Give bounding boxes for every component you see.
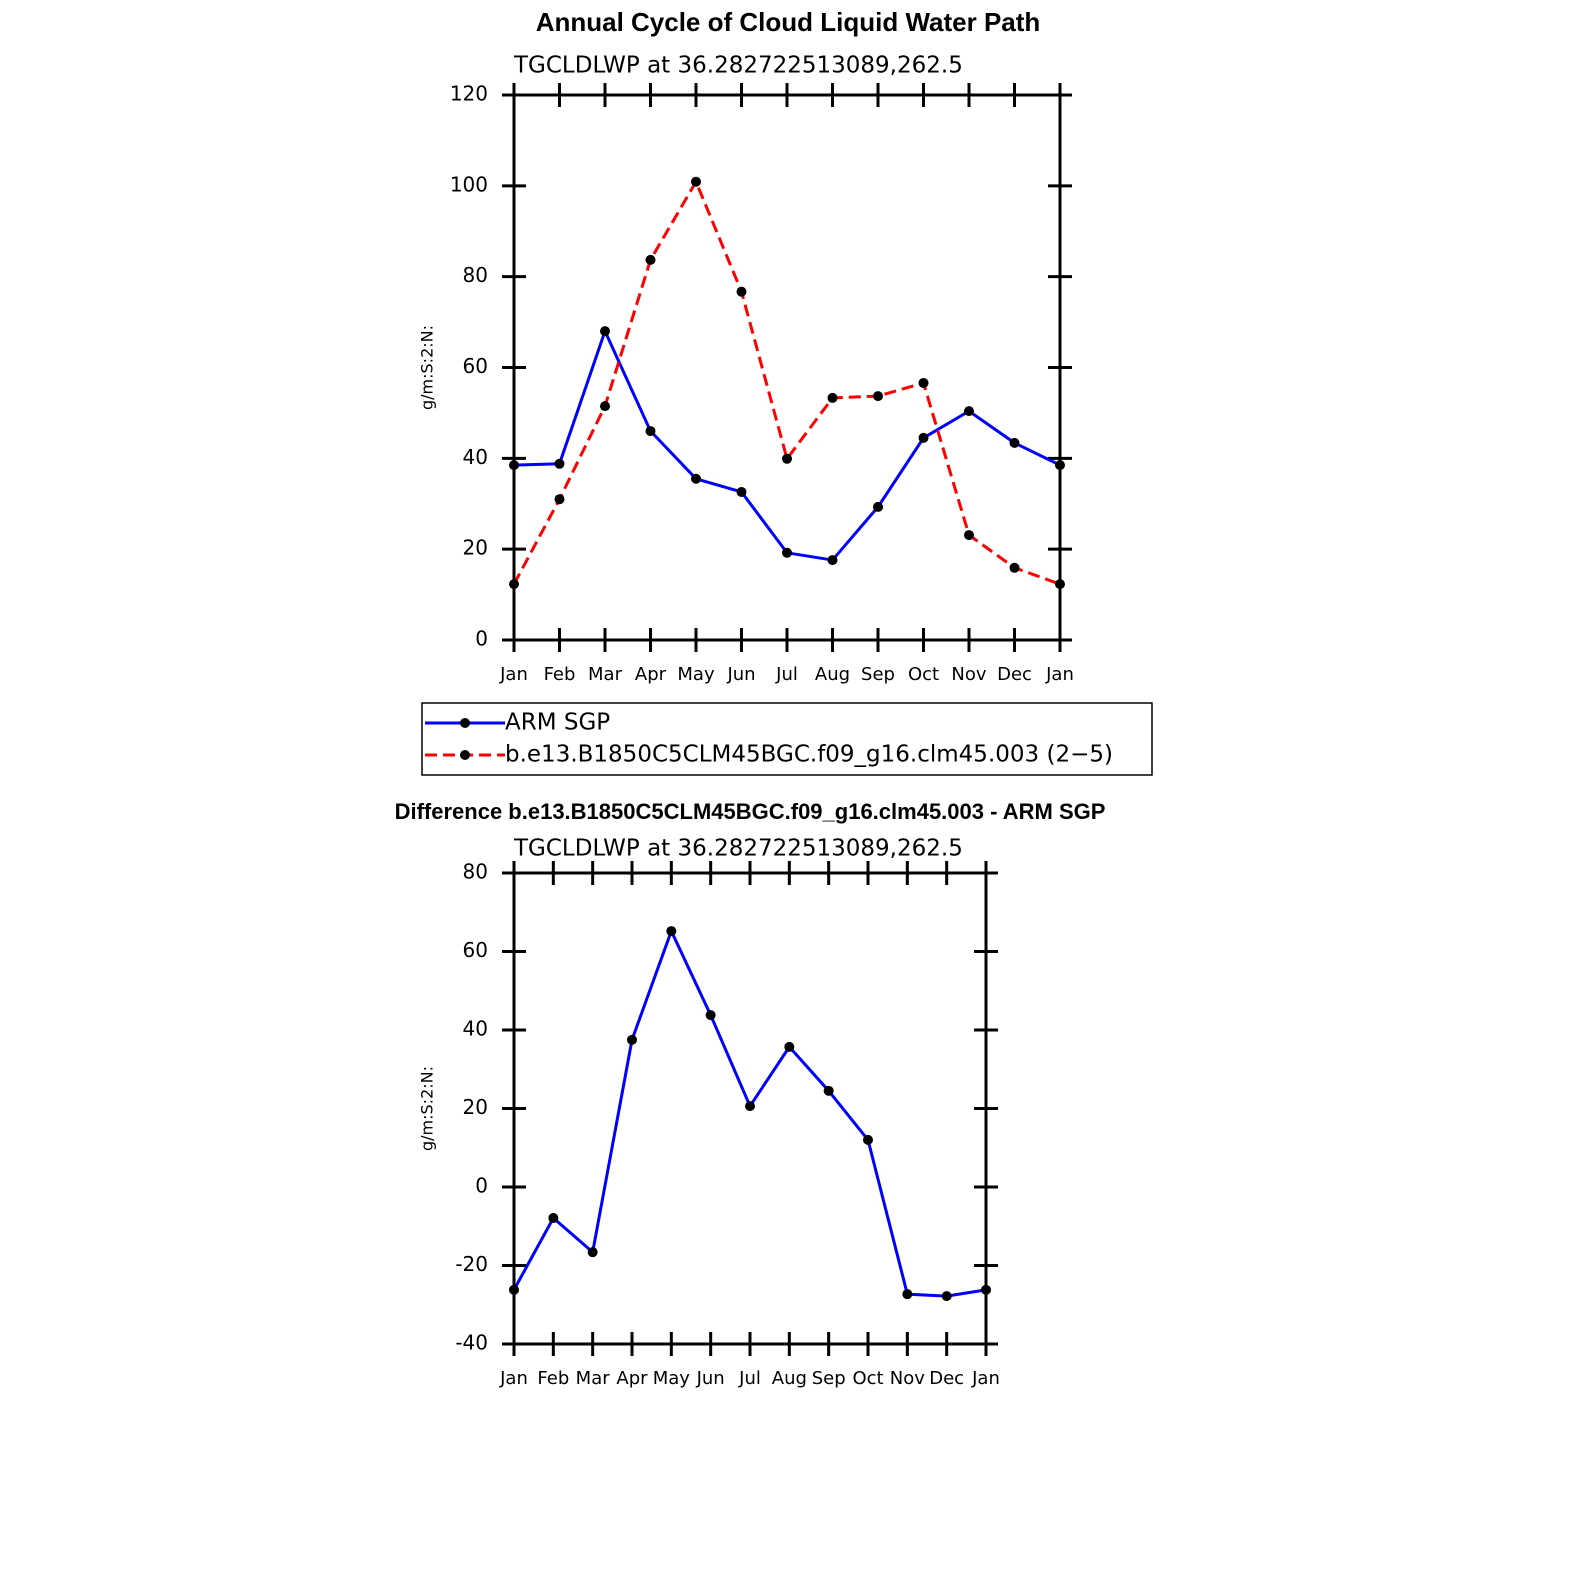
- data-point: [784, 1041, 795, 1052]
- chart-title: Difference b.e13.B1850C5CLM45BGC.f09_g16…: [395, 799, 1106, 824]
- data-point: [827, 555, 838, 566]
- y-tick-label: 40: [463, 1017, 488, 1041]
- y-tick-label: 40: [463, 445, 488, 469]
- data-point: [600, 326, 610, 337]
- x-tick-label: Dec: [997, 664, 1032, 685]
- data-point: [823, 1085, 834, 1096]
- y-axis-label: g/m:S:2:N:: [418, 1066, 437, 1151]
- x-tick-label: Jun: [696, 1368, 725, 1389]
- legend-marker: [460, 750, 470, 760]
- x-tick-label: Jan: [499, 1368, 528, 1389]
- legend-label: ARM SGP: [505, 710, 610, 736]
- data-point: [782, 547, 792, 558]
- plot-frame: [512, 93, 1062, 642]
- data-point: [827, 392, 838, 403]
- y-tick-label: 0: [475, 1174, 488, 1198]
- data-point: [1009, 437, 1020, 448]
- y-tick-label: 60: [463, 938, 488, 962]
- chart-subtitle: TGCLDLWP at 36.282722513089,262.5: [513, 53, 963, 79]
- data-point: [554, 458, 565, 469]
- x-tick-label: Jan: [499, 664, 528, 685]
- data-point: [691, 176, 701, 187]
- x-tick-label: Apr: [616, 1368, 648, 1389]
- data-point: [736, 286, 747, 297]
- data-point: [548, 1213, 559, 1224]
- x-tick-label: Feb: [544, 664, 576, 685]
- data-point: [600, 401, 610, 412]
- data-point: [1055, 579, 1065, 590]
- data-point: [645, 254, 656, 265]
- y-tick-label: 120: [450, 82, 488, 106]
- x-tick-label: Mar: [588, 664, 623, 685]
- x-tick-label: Sep: [812, 1368, 846, 1389]
- x-tick-label: Sep: [861, 664, 895, 685]
- x-tick-label: Feb: [537, 1368, 569, 1389]
- x-tick-label: Oct: [852, 1368, 883, 1389]
- x-tick-label: Nov: [951, 664, 986, 685]
- y-tick-label: 80: [463, 263, 488, 287]
- series-line: [513, 327, 1061, 562]
- x-tick-label: Aug: [815, 664, 850, 685]
- y-tick-label: 20: [463, 536, 488, 560]
- series-line: [512, 178, 1061, 586]
- x-tick-label: Jul: [738, 1368, 761, 1389]
- series-line: [512, 927, 987, 1298]
- data-point: [964, 406, 974, 417]
- x-tick-label: Nov: [890, 1368, 925, 1389]
- x-tick-label: Oct: [908, 664, 939, 685]
- data-point: [782, 453, 792, 464]
- data-point: [941, 1291, 952, 1302]
- data-point: [873, 391, 883, 402]
- data-point: [902, 1289, 913, 1300]
- x-tick-label: Jul: [775, 664, 798, 685]
- data-point: [981, 1284, 991, 1295]
- data-point: [964, 530, 974, 541]
- data-point: [509, 460, 519, 471]
- y-tick-label: 20: [463, 1095, 488, 1119]
- y-tick-label: -40: [455, 1331, 488, 1355]
- data-point: [627, 1034, 637, 1045]
- y-tick-label: 60: [463, 354, 488, 378]
- data-point: [645, 426, 656, 437]
- data-point: [873, 501, 883, 512]
- data-point: [736, 486, 747, 497]
- data-point: [1009, 562, 1020, 573]
- x-tick-label: Mar: [576, 1368, 611, 1389]
- y-tick-label: 100: [450, 172, 488, 196]
- y-axis-label: g/m:S:2:N:: [418, 325, 437, 410]
- y-tick-label: -20: [455, 1252, 488, 1276]
- x-tick-label: May: [653, 1368, 691, 1389]
- chart-subtitle: TGCLDLWP at 36.282722513089,262.5: [513, 836, 963, 862]
- x-tick-label: Jan: [1045, 664, 1074, 685]
- legend-marker: [460, 718, 470, 728]
- x-tick-label: May: [677, 664, 715, 685]
- data-point: [587, 1247, 598, 1258]
- data-point: [691, 473, 701, 484]
- legend-box: [421, 702, 1153, 776]
- x-tick-label: Aug: [772, 1368, 807, 1389]
- data-point: [745, 1101, 755, 1112]
- data-point: [705, 1010, 716, 1021]
- data-point: [918, 377, 929, 388]
- x-tick-label: Dec: [929, 1368, 964, 1389]
- y-tick-label: 80: [463, 860, 488, 884]
- chart-title: Annual Cycle of Cloud Liquid Water Path: [536, 7, 1041, 37]
- data-point: [666, 926, 677, 937]
- y-tick-label: 0: [475, 627, 488, 651]
- data-point: [1055, 460, 1065, 471]
- data-point: [863, 1134, 873, 1145]
- data-point: [554, 494, 565, 505]
- legend-label: b.e13.B1850C5CLM45BGC.f09_g16.clm45.003 …: [505, 742, 1113, 768]
- x-tick-label: Jan: [971, 1368, 1000, 1389]
- data-point: [509, 1284, 519, 1295]
- x-tick-label: Jun: [726, 664, 755, 685]
- data-point: [918, 432, 929, 443]
- x-tick-label: Apr: [635, 664, 667, 685]
- data-point: [509, 579, 519, 590]
